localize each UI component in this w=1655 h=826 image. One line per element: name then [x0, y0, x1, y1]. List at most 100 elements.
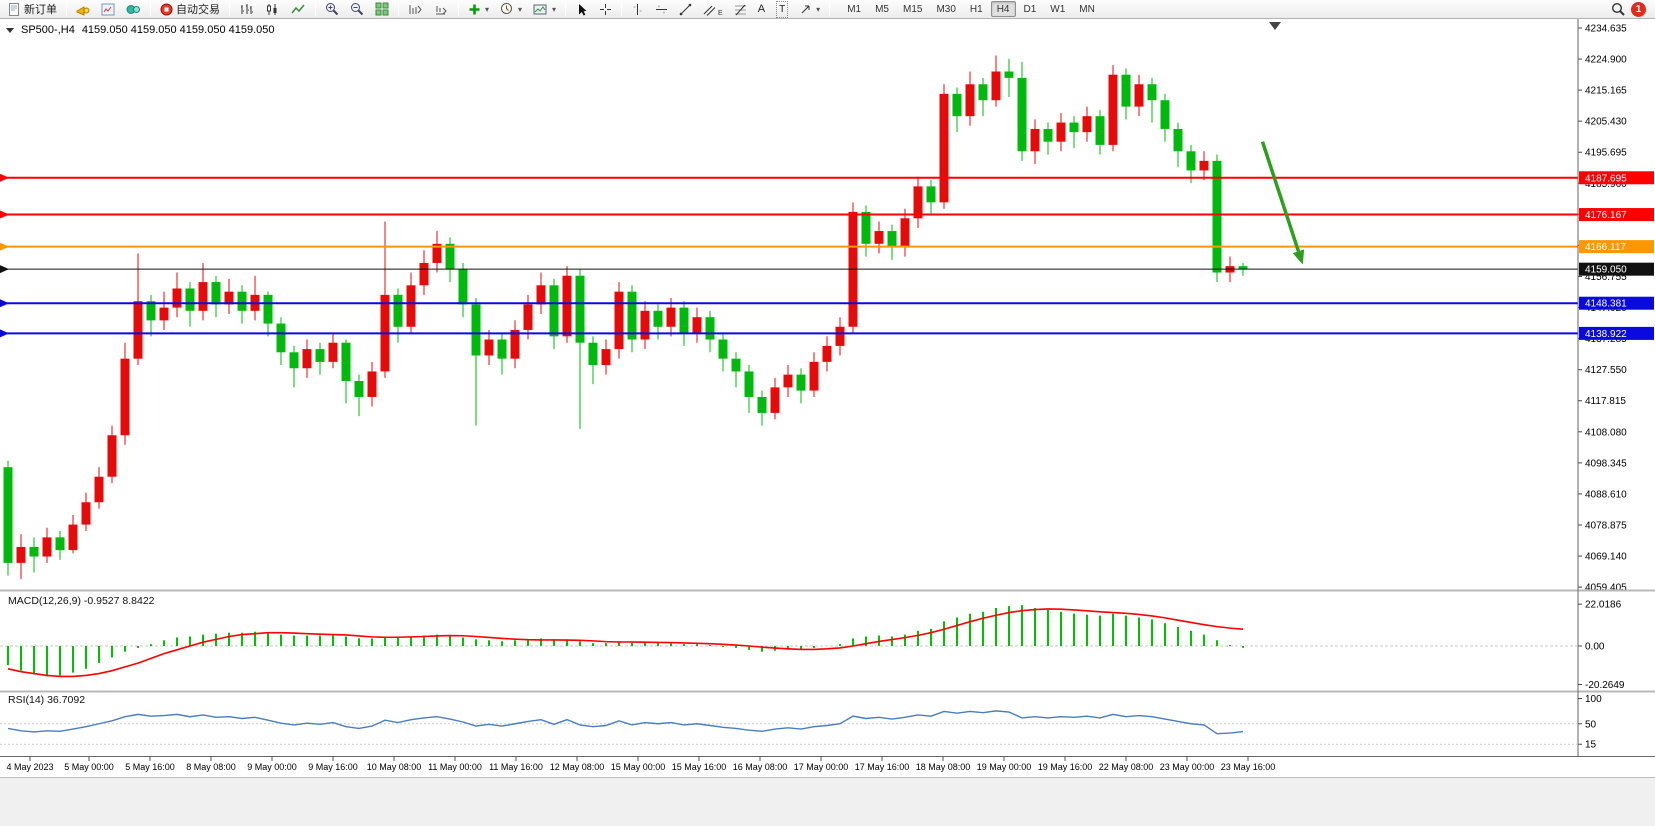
auto-scroll-icon — [436, 5, 447, 14]
timeframe-button-m15[interactable]: M15 — [903, 4, 923, 15]
clock-icon — [501, 3, 513, 14]
auto-scroll-button[interactable] — [429, 1, 454, 18]
metaeditor-button[interactable] — [71, 1, 95, 18]
periods-button[interactable] — [495, 1, 527, 18]
chart-menu-icon[interactable] — [6, 27, 14, 33]
add-indicator-button[interactable] — [463, 1, 494, 18]
time-axis-label: 9 May 16:00 — [308, 762, 358, 772]
price-level-badge-label: 4166.117 — [1585, 242, 1626, 253]
line-chart-button[interactable] — [286, 1, 311, 18]
cursor-tool-button[interactable] — [570, 1, 593, 18]
chart-shift-button[interactable] — [403, 1, 428, 18]
template-icon — [533, 4, 547, 14]
price-axis-label: 4078.875 — [1585, 520, 1627, 531]
timeframe-button-d1[interactable]: D1 — [1023, 4, 1037, 15]
panel-splitter[interactable] — [0, 589, 1655, 592]
price-level-badge — [1579, 240, 1654, 254]
trend-arrow[interactable] — [1260, 141, 1301, 252]
trendline-icon — [679, 3, 692, 15]
price-axis-label: 4234.635 — [1585, 24, 1627, 35]
timeframe-button-mn[interactable]: MN — [1079, 4, 1095, 15]
time-axis-label: 15 May 00:00 — [611, 762, 666, 772]
fibonacci-tool-button[interactable] — [729, 1, 752, 18]
text-label-tool-button[interactable]: T — [771, 0, 793, 18]
vertical-line-icon — [633, 3, 642, 15]
price-axis-label: 4195.695 — [1585, 148, 1627, 159]
profiles-icon — [126, 4, 140, 14]
timeframe-button-m1[interactable]: M1 — [847, 4, 862, 15]
price-level-badge-label: 4159.050 — [1585, 265, 1627, 276]
trendline-tool-button[interactable] — [674, 1, 697, 18]
tile-windows-icon — [375, 2, 389, 16]
price-axis-label: 4117.815 — [1585, 396, 1626, 407]
time-axis-label: 23 May 00:00 — [1160, 762, 1215, 772]
price-level-badge-label: 4187.695 — [1585, 173, 1627, 184]
price-axis-label: 4156.755 — [1585, 272, 1627, 283]
charts-window-button[interactable] — [96, 1, 120, 18]
price-axis-label: 4069.140 — [1585, 552, 1627, 563]
time-axis-label: 12 May 08:00 — [550, 762, 605, 772]
toolbar-separator — [458, 2, 459, 16]
price-axis-label: 4127.550 — [1585, 365, 1627, 376]
vertical-line-tool-button[interactable] — [626, 1, 649, 18]
level-left-marker — [0, 265, 9, 274]
time-axis-label: 10 May 08:00 — [367, 762, 422, 772]
channel-tool-label: E — [718, 9, 723, 17]
candlestick-chart-button[interactable] — [260, 1, 285, 18]
price-axis-label: 4059.405 — [1585, 583, 1627, 594]
macd-indicator-label: MACD(12,26,9) -0.9527 8.8422 — [8, 595, 155, 607]
text-tool-button[interactable]: A — [753, 1, 770, 18]
crosshair-tool-button[interactable] — [594, 1, 617, 18]
window-footer — [0, 777, 1655, 826]
channel-tool-button[interactable]: E — [698, 1, 728, 18]
macd-axis-label: -20.2649 — [1585, 680, 1625, 691]
time-axis-label: 19 May 16:00 — [1038, 762, 1093, 772]
panel-splitter[interactable] — [0, 690, 1655, 693]
toolbar-separator — [66, 2, 67, 16]
fibonacci-icon — [734, 4, 746, 15]
bar-chart-button[interactable] — [234, 1, 259, 18]
zoom-out-button[interactable] — [345, 1, 369, 18]
new-order-button[interactable]: 新订单 — [3, 1, 62, 18]
toolbar-separator — [565, 2, 567, 16]
macd-histogram — [7, 605, 1244, 677]
crosshair-icon — [600, 3, 612, 15]
timeframe-button-w1[interactable]: W1 — [1050, 4, 1066, 15]
text-tool-label: A — [757, 2, 766, 15]
notification-badge[interactable]: 1 — [1631, 1, 1646, 17]
price-axis-label: 4185.960 — [1585, 179, 1627, 190]
arrows-tool-button[interactable] — [794, 1, 825, 18]
horizontal-line-tool-button[interactable] — [650, 1, 673, 18]
price-level-badge-label: 4138.922 — [1585, 329, 1627, 340]
cursor-icon — [579, 3, 587, 15]
search-icon[interactable] — [1611, 2, 1625, 16]
timeframe-button-m30[interactable]: M30 — [936, 4, 956, 15]
tile-windows-button[interactable] — [370, 1, 394, 18]
chart-background — [0, 19, 1655, 777]
time-axis-label: 17 May 16:00 — [855, 762, 910, 772]
chart-shift-marker[interactable] — [1269, 22, 1281, 30]
main-toolbar: 新订单 自动交易 — [0, 0, 1655, 19]
timeframe-button-h1[interactable]: H1 — [969, 4, 983, 15]
rsi-line — [7, 710, 1244, 735]
profiles-button[interactable] — [121, 1, 146, 18]
time-axis-label: 5 May 16:00 — [125, 762, 175, 772]
level-left-marker — [0, 173, 9, 182]
zoom-in-button[interactable] — [320, 1, 344, 18]
timeframe-button-m5[interactable]: M5 — [875, 4, 889, 15]
templates-button[interactable] — [528, 1, 561, 18]
chart-title: SP500-,H4 4159.050 4159.050 4159.050 415… — [6, 24, 275, 36]
zoom-in-icon — [326, 3, 339, 16]
price-axis-label: 4098.345 — [1585, 458, 1627, 469]
time-axis[interactable]: 4 May 2023 5 May 00:00 5 May 16:00 8 May 08… — [6, 757, 1275, 772]
horizontal-line-icon — [656, 5, 668, 13]
timeframe-button-h4[interactable]: H4 — [990, 1, 1016, 17]
autotrading-button[interactable]: 自动交易 — [155, 1, 225, 18]
time-axis-label: 5 May 00:00 — [64, 762, 114, 772]
level-left-marker — [0, 329, 9, 338]
time-axis-label: 17 May 00:00 — [794, 762, 849, 772]
autotrading-label: 自动交易 — [176, 4, 220, 16]
toolbar-separator — [150, 2, 151, 16]
